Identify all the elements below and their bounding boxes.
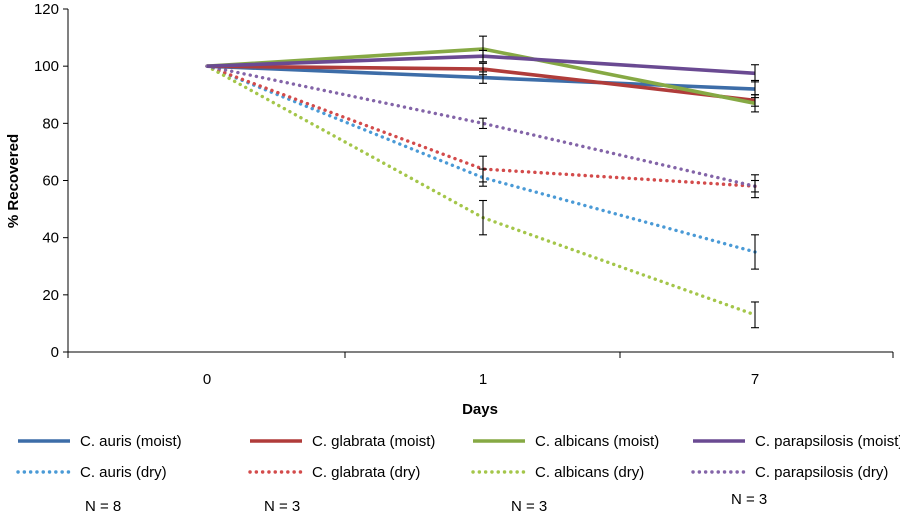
legend-label-0: C. auris (moist) <box>80 433 182 450</box>
axes: 0 20 40 60 80 100 120 0 1 7 Days % Recovered <box>5 1 894 418</box>
x-tick-label: 7 <box>751 371 759 388</box>
y-tick-label: 60 <box>42 173 59 190</box>
sample-size-label: N = 3 <box>731 491 767 508</box>
y-tick-label: 80 <box>42 115 59 132</box>
legend-label-5: C. glabrata (dry) <box>312 464 420 481</box>
sample-size-label: N = 8 <box>85 498 121 515</box>
legend: C. auris (moist) C. glabrata (moist) C. al… <box>16 433 900 515</box>
legend-label-6: C. albicans (dry) <box>535 464 644 481</box>
error-bars <box>479 35 759 329</box>
legend-label-1: C. glabrata (moist) <box>312 433 435 450</box>
y-tick-label: 100 <box>34 58 59 75</box>
x-axis-title: Days <box>462 401 498 418</box>
x-tick-label: 0 <box>203 371 211 388</box>
series-line-6 <box>205 64 757 317</box>
y-tick-label: 120 <box>34 1 59 18</box>
legend-label-2: C. albicans (moist) <box>535 433 659 450</box>
y-tick-label: 0 <box>51 344 59 361</box>
y-tick-label: 20 <box>42 287 59 304</box>
sample-size-label: N = 3 <box>264 498 300 515</box>
y-axis-title: % Recovered <box>5 134 22 228</box>
legend-label-4: C. auris (dry) <box>80 464 167 481</box>
legend-label-3: C. parapsilosis (moist) <box>755 433 900 450</box>
legend-label-7: C. parapsilosis (dry) <box>755 464 888 481</box>
series-line-4 <box>205 64 757 254</box>
y-tick-label: 40 <box>42 230 59 247</box>
x-tick-label: 1 <box>479 371 487 388</box>
sample-size-label: N = 3 <box>511 498 547 515</box>
